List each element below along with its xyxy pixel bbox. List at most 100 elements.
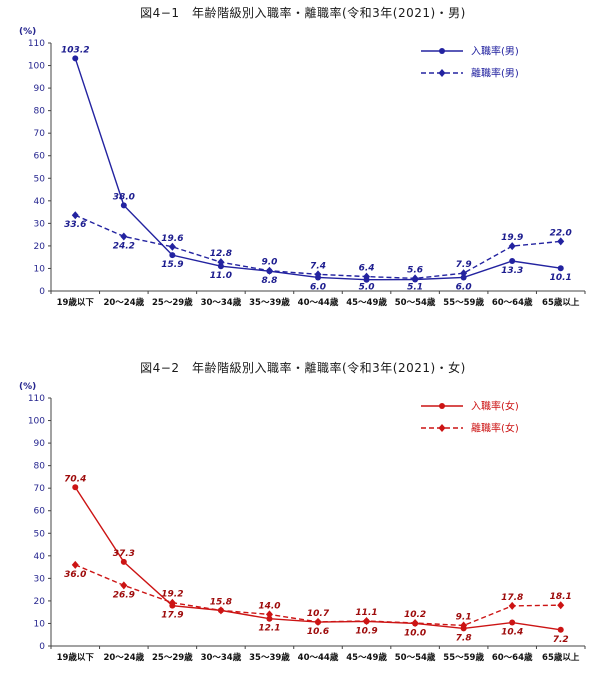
- data-label: 6.0: [456, 282, 472, 292]
- legend-label: 入職率(女): [471, 400, 519, 413]
- data-label: 10.9: [355, 626, 377, 636]
- data-label: 19.9: [501, 233, 523, 243]
- svg-text:45〜49歳: 45〜49歳: [346, 652, 387, 663]
- unit-label: (%): [19, 382, 36, 392]
- svg-text:80: 80: [34, 107, 46, 117]
- data-point-marker: [169, 252, 176, 259]
- data-point-marker: [509, 619, 516, 626]
- series-line-0: [74, 58, 561, 281]
- svg-text:110: 110: [28, 394, 45, 404]
- data-label: 7.8: [456, 633, 472, 643]
- data-label: 19.6: [161, 234, 183, 244]
- legend-label: 入職率(男): [471, 45, 519, 58]
- data-label: 36.0: [64, 570, 86, 580]
- data-point-marker: [557, 626, 564, 633]
- data-label: 33.6: [64, 220, 86, 230]
- data-point-marker: [411, 274, 419, 283]
- svg-text:20: 20: [34, 242, 46, 252]
- data-point-marker: [120, 232, 128, 241]
- data-label: 10.4: [501, 628, 523, 638]
- data-label: 18.1: [550, 592, 572, 602]
- data-label: 11.0: [210, 271, 232, 281]
- svg-text:40〜44歳: 40〜44歳: [298, 652, 339, 663]
- data-point-marker: [363, 616, 371, 625]
- svg-text:40〜44歳: 40〜44歳: [298, 297, 339, 308]
- svg-text:40: 40: [34, 197, 46, 207]
- data-point-marker: [266, 615, 273, 622]
- data-point-marker: [168, 242, 176, 251]
- svg-text:25〜29歳: 25〜29歳: [152, 297, 193, 308]
- data-point-marker: [120, 558, 127, 565]
- svg-text:60: 60: [34, 507, 46, 517]
- unit-label: (%): [19, 27, 36, 37]
- legend-marker: [439, 403, 445, 409]
- data-label: 7.9: [456, 260, 472, 270]
- data-point-marker: [314, 270, 322, 279]
- data-label: 24.2: [113, 241, 135, 251]
- x-axis-labels: 19歳以下 20〜24歳 25〜29歳 30〜34歳 35〜39歳 40〜44歳 45〜49…: [57, 297, 580, 308]
- chart-block-women: 図4−2 年齢階級別入職率・離職率(令和3年(2021)・女) 0 10 20 30 4…: [7, 361, 599, 680]
- svg-text:0: 0: [39, 642, 45, 652]
- svg-text:50: 50: [34, 529, 46, 539]
- legend-entry-1: 離職率(女): [421, 422, 519, 435]
- data-label: 103.2: [61, 45, 89, 55]
- data-label: 5.1: [407, 283, 423, 293]
- svg-text:30: 30: [34, 219, 46, 229]
- data-label: 38.0: [113, 192, 135, 202]
- data-label: 8.8: [261, 276, 277, 286]
- svg-text:40: 40: [34, 552, 46, 562]
- line-chart-men: 0 10 20 30 40 50 60 70 80 90 100 110 (%) 19歳以下 20〜24歳 2…: [7, 23, 599, 325]
- data-label: 10.0: [404, 628, 426, 638]
- legend-marker: [438, 69, 446, 77]
- data-label: 5.0: [359, 283, 375, 293]
- data-label: 17.8: [501, 593, 523, 603]
- svg-text:10: 10: [34, 619, 46, 629]
- data-point-marker: [460, 269, 468, 278]
- data-label: 13.3: [501, 266, 523, 276]
- svg-text:50: 50: [34, 174, 46, 184]
- chart-title-men: 図4−1 年齢階級別入職率・離職率(令和3年(2021)・男): [140, 6, 466, 20]
- data-label: 10.2: [404, 610, 426, 620]
- axes: 0 10 20 30 40 50 60 70 80 90 100 110 (%): [19, 27, 586, 297]
- svg-text:19歳以下: 19歳以下: [57, 652, 95, 663]
- data-point-marker: [509, 258, 516, 265]
- legend-label: 離職率(女): [471, 422, 519, 435]
- svg-text:35〜39歳: 35〜39歳: [249, 297, 290, 308]
- svg-text:55〜59歳: 55〜59歳: [443, 652, 484, 663]
- data-point-marker: [71, 560, 79, 569]
- svg-text:90: 90: [34, 84, 46, 94]
- svg-text:30〜34歳: 30〜34歳: [201, 652, 242, 663]
- svg-text:60〜64歳: 60〜64歳: [492, 297, 533, 308]
- data-point-marker: [265, 610, 273, 619]
- svg-text:60: 60: [34, 152, 46, 162]
- legend-entry-0: 入職率(女): [421, 400, 519, 413]
- svg-text:50〜54歳: 50〜54歳: [395, 297, 436, 308]
- data-label: 22.0: [550, 228, 572, 238]
- svg-text:10: 10: [34, 264, 46, 274]
- legend-marker: [438, 424, 446, 432]
- legend-marker: [439, 48, 445, 54]
- data-point-marker: [508, 242, 516, 251]
- data-point-marker: [72, 484, 79, 491]
- svg-text:70: 70: [34, 484, 46, 494]
- data-point-marker: [265, 266, 273, 275]
- svg-text:35〜39歳: 35〜39歳: [249, 652, 290, 663]
- data-point-marker: [557, 237, 565, 246]
- svg-text:100: 100: [28, 417, 45, 427]
- svg-text:70: 70: [34, 129, 46, 139]
- svg-text:25〜29歳: 25〜29歳: [152, 652, 193, 663]
- legend-entry-1: 離職率(男): [421, 67, 519, 80]
- svg-text:20〜24歳: 20〜24歳: [103, 652, 144, 663]
- svg-text:55〜59歳: 55〜59歳: [443, 297, 484, 308]
- data-label: 12.8: [210, 249, 232, 259]
- data-label: 6.4: [359, 264, 375, 274]
- data-point-marker: [508, 601, 516, 610]
- data-label: 19.2: [161, 590, 183, 600]
- series-0: 70.4 37.3 17.9 12.1 10.6 10.9 10.0 7.8 10.4 7.2: [64, 474, 569, 644]
- data-point-marker: [217, 263, 224, 270]
- svg-text:20〜24歳: 20〜24歳: [103, 297, 144, 308]
- data-label: 10.6: [307, 627, 329, 637]
- svg-text:80: 80: [34, 462, 46, 472]
- svg-text:20: 20: [34, 597, 46, 607]
